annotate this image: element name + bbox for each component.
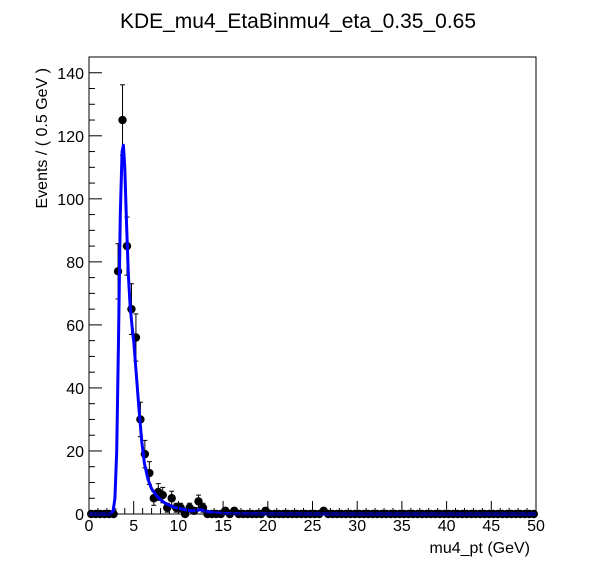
x-tick-label: 0 — [85, 518, 94, 535]
y-tick-label: 60 — [66, 318, 84, 335]
kde-curve — [89, 143, 536, 516]
y-axis-title: Events / ( 0.5 GeV ) — [34, 68, 51, 209]
x-tick-label: 20 — [259, 518, 277, 535]
y-tick-label: 100 — [57, 192, 84, 209]
x-axis-title: mu4_pt (GeV) — [430, 540, 530, 557]
x-tick-label: 15 — [214, 518, 232, 535]
y-tick-label: 80 — [66, 255, 84, 272]
x-tick-label: 25 — [304, 518, 322, 535]
x-tick-label: 35 — [393, 518, 411, 535]
x-tick-label: 30 — [348, 518, 366, 535]
y-tick-label: 20 — [66, 444, 84, 461]
x-tick-label: 5 — [129, 518, 138, 535]
data-point — [167, 494, 176, 503]
data-point — [118, 115, 127, 125]
y-tick-label: 0 — [75, 507, 84, 524]
x-tick-label: 45 — [482, 518, 500, 535]
axes: 0 5 10 15 20 25 30 35 40 45 50 0 20 40 60 80 100 120 140 — [57, 56, 545, 535]
data-point — [158, 490, 167, 500]
plot-frame — [88, 56, 537, 515]
x-tick-label: 50 — [527, 518, 545, 535]
x-tick-label: 10 — [170, 518, 188, 535]
chart-title: KDE_mu4_EtaBinmu4_eta_0.35_0.65 — [120, 10, 476, 33]
y-tick-label: 140 — [57, 66, 84, 83]
y-tick-label: 120 — [57, 129, 84, 146]
x-tick-label: 40 — [438, 518, 456, 535]
y-tick-label: 40 — [66, 381, 84, 398]
